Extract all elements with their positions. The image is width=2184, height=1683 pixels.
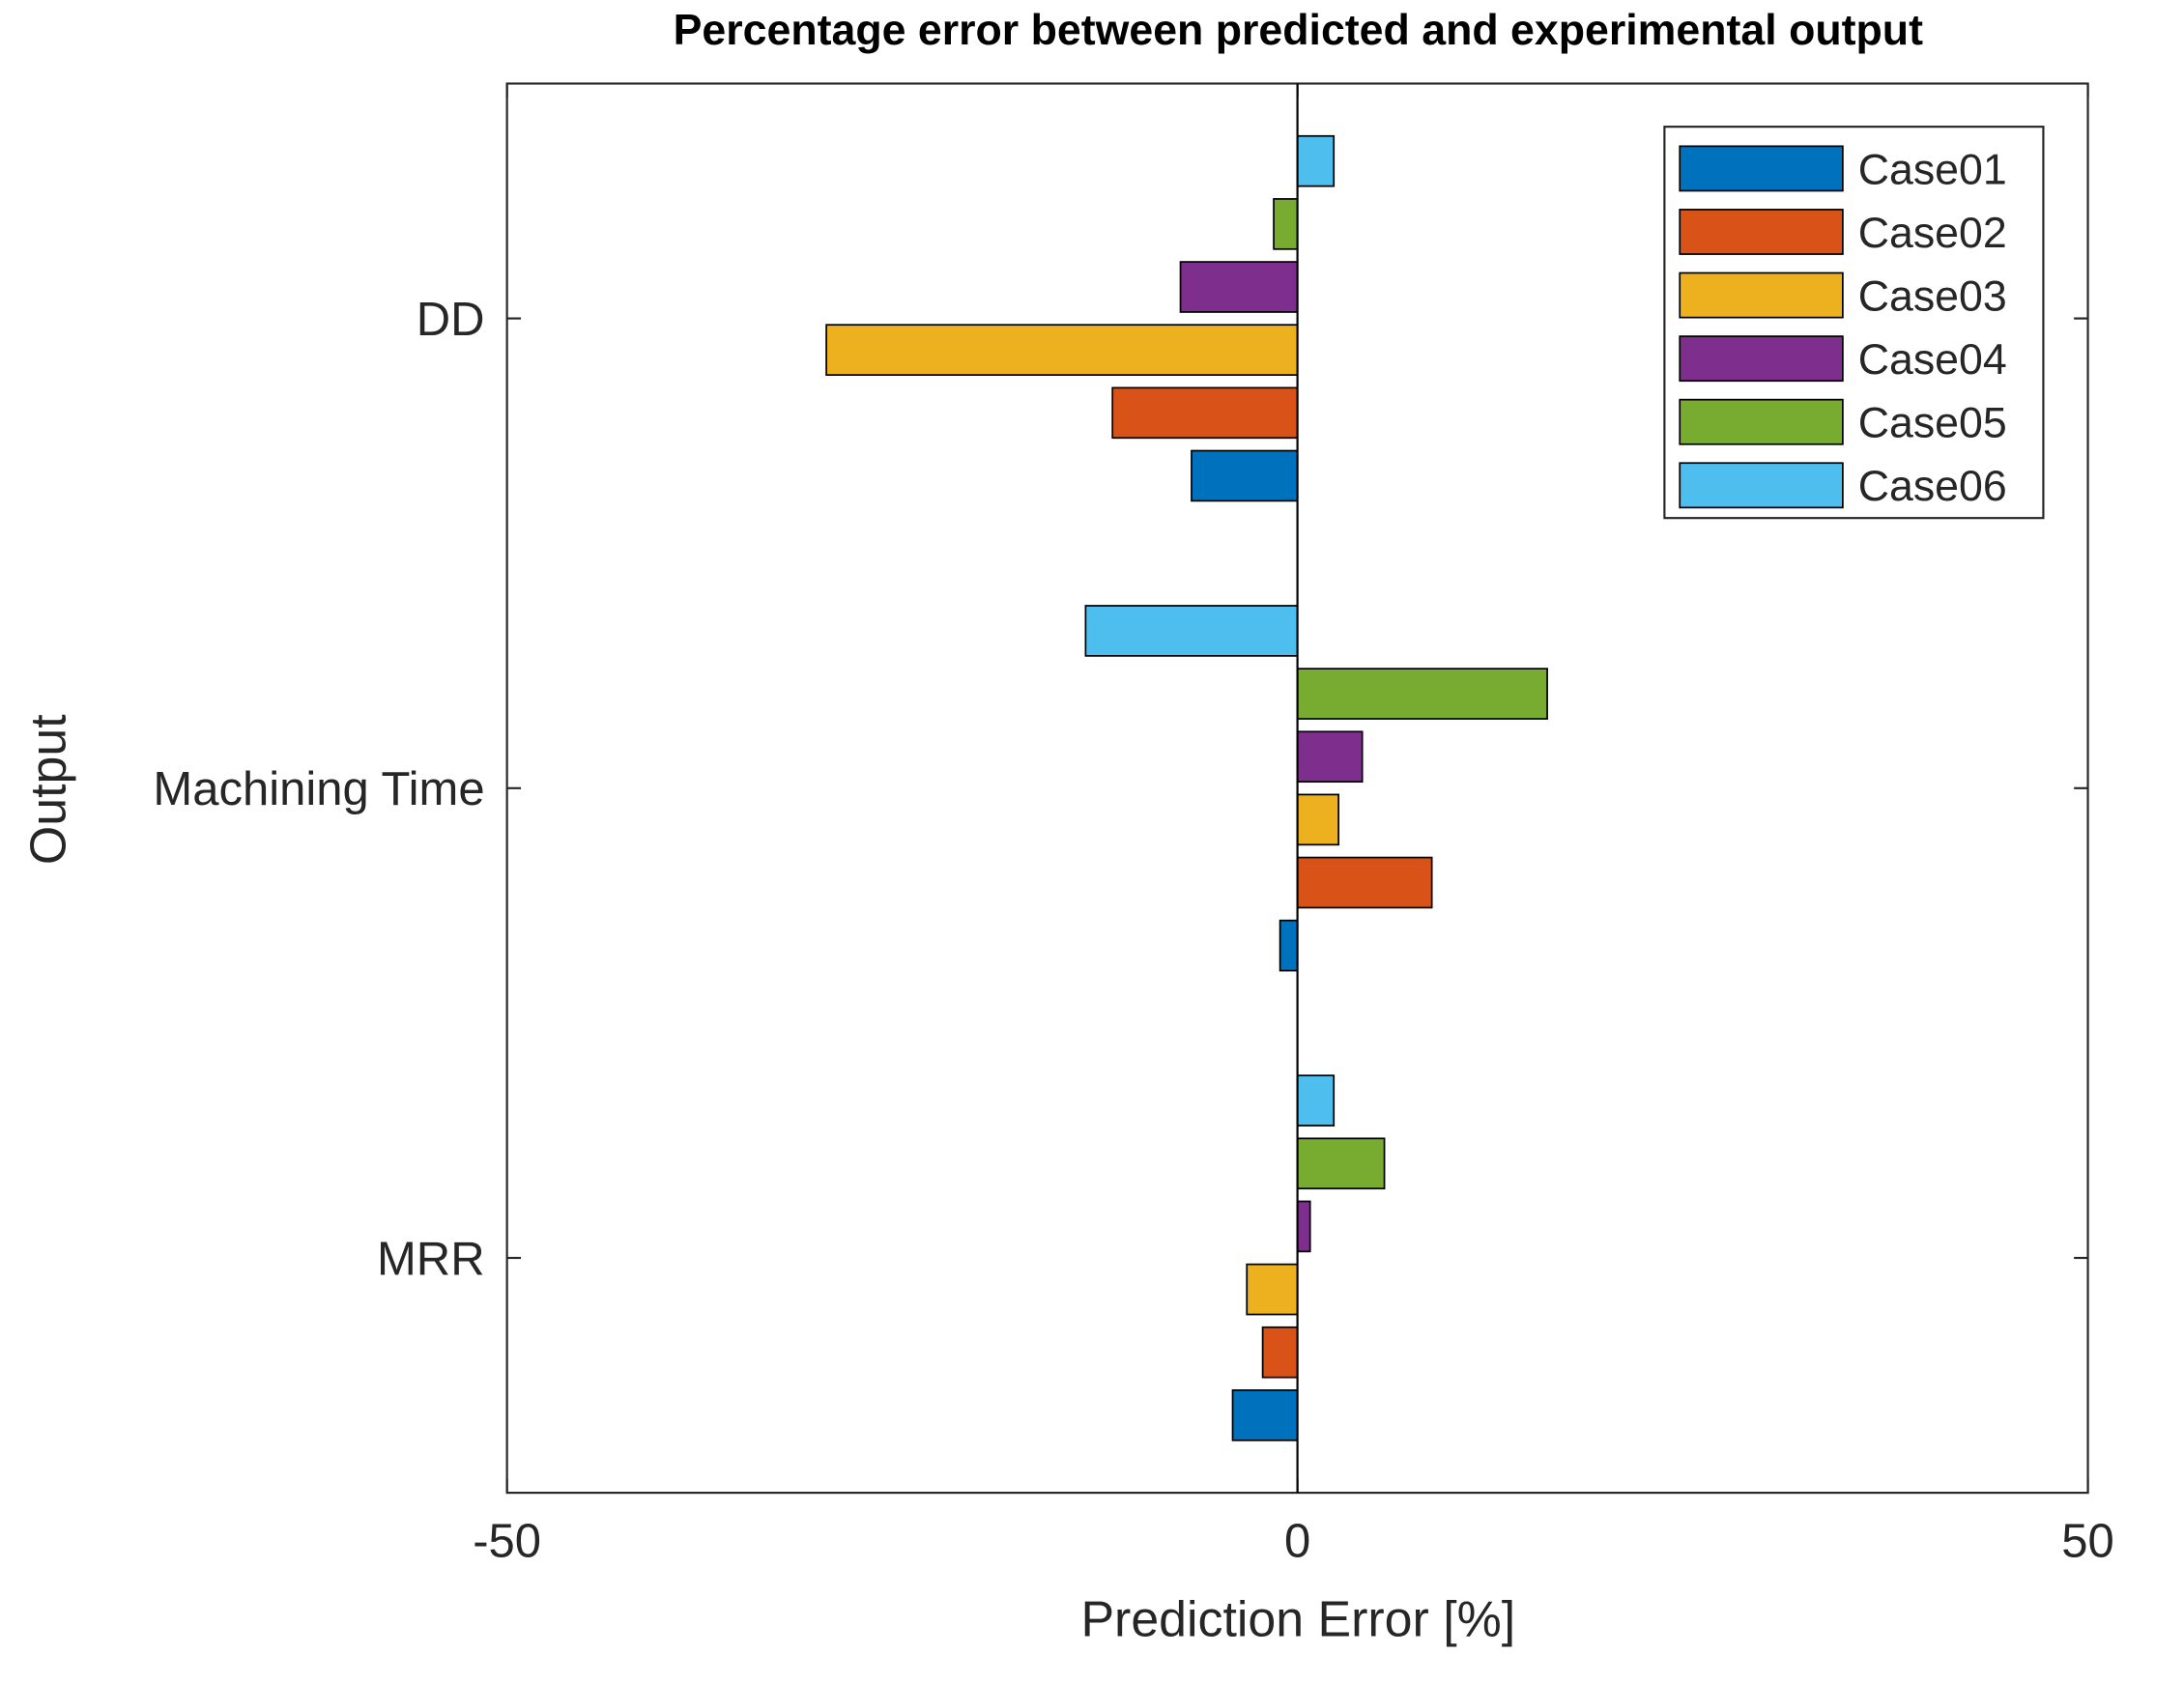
x-tick-label: 0 [1284,1515,1310,1567]
x-axis-label: Prediction Error [%] [1080,1591,1515,1647]
bar [1279,919,1299,972]
y-tick-label: Machining Time [153,763,484,815]
legend-swatch [1679,271,1844,319]
bar [1111,386,1299,440]
bar [1296,668,1548,720]
y-tick-label: MRR [377,1233,485,1285]
bar [1296,1137,1386,1190]
y-tick-label: DD [417,294,485,346]
legend: Case01 Case02 Case03 Case04 Case05 Case06 [1663,126,2045,520]
bar [1296,134,1336,187]
bar [1246,1263,1299,1316]
legend-box [1663,126,2045,520]
x-tick-label: 50 [2061,1515,2114,1567]
bar [1261,1326,1299,1379]
legend-label: Case06 [1858,463,2007,510]
legend-label: Case01 [1858,146,2007,193]
y-axis-label: Output [20,714,76,865]
bar [1296,793,1339,846]
bar [1296,856,1433,909]
legend-swatch [1679,335,1844,383]
legend-swatch [1679,462,1844,509]
legend-label: Case05 [1858,400,2007,447]
legend-swatch [1679,398,1844,445]
legend-swatch [1679,145,1844,192]
bar [1084,605,1299,657]
x-tick-label: -50 [473,1515,541,1567]
legend-swatch [1679,209,1844,255]
bar [1296,1074,1336,1127]
legend-label: Case04 [1858,336,2007,384]
chart-title: Percentage error between predicted and e… [674,7,1923,54]
bar [1296,1200,1311,1253]
legend-label: Case02 [1858,210,2007,257]
bar [1191,449,1299,502]
bar [1296,730,1364,784]
bar [1273,198,1299,250]
bar [1231,1389,1299,1441]
bar [825,324,1299,376]
legend-label: Case03 [1858,272,2007,320]
bar [1179,261,1299,313]
